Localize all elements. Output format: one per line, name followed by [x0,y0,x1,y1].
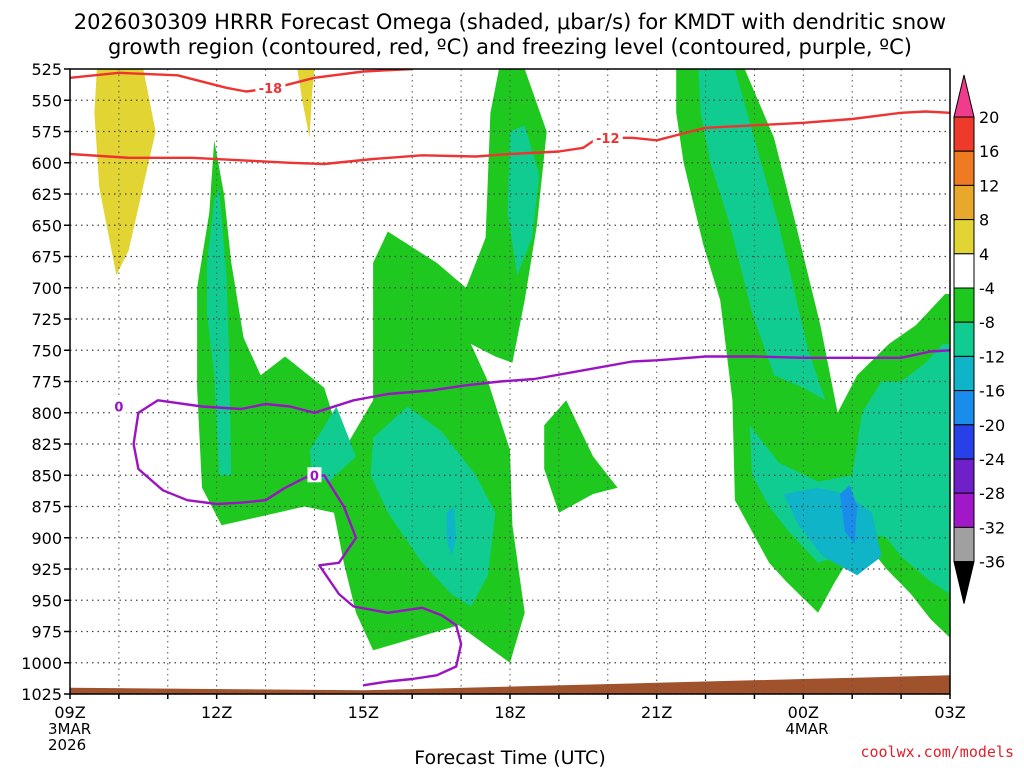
y-tick-label-625: 625 [31,185,62,204]
y-tick-label-600: 600 [31,154,62,173]
y-tick-label-950: 950 [31,591,62,610]
purple-label-bg-0 [111,398,126,414]
y-tick-label-575: 575 [31,123,62,142]
colorbar-segment-6 [953,321,975,357]
y-tick-label-825: 825 [31,435,62,454]
y-tick-label-700: 700 [31,279,62,298]
colorbar-segment-5 [953,287,975,323]
y-tick-label-675: 675 [31,248,62,267]
omega-region-5 [206,187,232,476]
y-tick-label-525: 525 [31,60,62,79]
y-tick-label-1025: 1025 [21,685,62,704]
contours [70,69,950,687]
x-tick-sublabel2-0: 2026 [48,736,86,754]
omega-region-1 [297,69,315,138]
colorbar-label-2: 12 [979,176,999,195]
colorbar-segment-7 [953,355,975,392]
omega-region-11 [783,487,882,576]
red-label-bg-0 [255,79,286,95]
x-tick-label-6: 03Z [934,703,965,722]
colorbar-segment-8 [953,390,975,426]
y-tick-label-1000: 1000 [21,654,62,673]
red-contour-1 [70,110,950,166]
colorbar-label-4: 4 [979,245,989,264]
red-label-bg-1 [592,129,623,145]
x-tick-sublabel-5: 4MAR [785,720,828,738]
omega-region-0 [94,69,156,276]
omega-region-12 [446,506,457,557]
colorbar-label-8: -16 [979,382,1005,401]
red-contour-0 [70,69,413,93]
purple-label-bg-1 [307,467,322,483]
colorbar-label-5: -4 [979,279,995,298]
colorbar-label-12: -32 [979,518,1005,537]
red-contour-label-1: -12 [596,132,620,147]
colorbar-label-6: -8 [979,313,995,332]
ground-surface [70,675,950,694]
colorbar-label-9: -20 [979,416,1005,435]
x-tick-label-5: 00Z [788,703,819,722]
purple-contour-label-1: 0 [310,469,319,484]
y-tick-label-725: 725 [31,310,62,329]
y-tick-label-925: 925 [31,560,62,579]
colorbar-segment-9 [953,424,975,460]
colorbar-segment-10 [953,458,975,494]
y-tick-label-800: 800 [31,404,62,423]
y-tick-label-900: 900 [31,529,62,548]
plot-area: -18 -12 0 0 [69,68,951,695]
colorbar-segment-11 [953,492,975,528]
chart-title-line1: 2026030309 HRRR Forecast Omega (shaded, … [74,10,946,34]
colorbar-segment-1 [953,150,975,186]
colorbar-segment-2 [953,184,975,221]
colorbar-label-1: 16 [979,142,999,161]
purple-contour-0 [201,349,950,414]
colorbar-bottom-arrow [953,561,975,604]
y-tick-label-875: 875 [31,498,62,517]
y-tick-label-775: 775 [31,373,62,392]
omega-region-13 [840,485,858,544]
omega-region-9 [698,69,826,401]
y-tick-label-850: 850 [31,466,62,485]
x-tick-label-0: 09Z [54,703,85,722]
x-tick-label-1: 12Z [201,703,232,722]
colorbar-segment-12 [953,526,975,563]
red-contour-label-0: -18 [259,82,283,97]
purple-contour-label-0: 0 [114,401,123,416]
colorbar-label-7: -12 [979,347,1005,366]
omega-region-7 [309,406,356,482]
colorbar-label-13: -36 [979,553,1005,572]
colorbar-segment-4 [953,253,975,289]
contour-labels: -18 -12 0 0 [111,79,623,484]
colorbar-label-10: -24 [979,450,1005,469]
x-tick-sublabel-0: 3MAR [48,720,91,738]
x-axis-label: Forecast Time (UTC) [414,747,605,768]
chart-title-line2: growth region (contoured, red, ºC) and f… [108,35,912,59]
x-tick-label-2: 15Z [348,703,379,722]
colorbar-label-3: 8 [979,211,989,230]
colorbar: 20 16 12 8 4 -4 -8 -12 -16 -20 -24 -28 -32 -36 [953,74,1005,604]
y-tick-label-975: 975 [31,623,62,642]
colorbar-top-arrow [953,74,975,118]
credit-text: coolwx.com/models [860,743,1014,761]
colorbar-segment-0 [953,116,975,152]
x-tick-label-3: 18Z [494,703,525,722]
y-tick-label-650: 650 [31,216,62,235]
omega-region-3 [544,400,618,513]
x-tick-label-4: 21Z [641,703,672,722]
colorbar-segment-3 [953,219,975,255]
omega-region-10 [749,344,950,594]
y-tick-label-750: 750 [31,341,62,360]
purple-contour-1 [132,399,463,687]
colorbar-label-11: -28 [979,484,1005,503]
y-tick-label-550: 550 [31,91,62,110]
y-axis: 525 550 575 600 625 650 675 700 725 750 775 800 825 8… [21,60,70,704]
colorbar-label-0: 20 [979,108,999,127]
